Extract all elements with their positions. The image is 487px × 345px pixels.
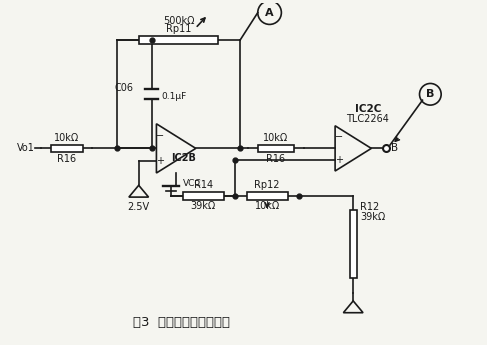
Text: −: − bbox=[335, 132, 343, 142]
Text: B: B bbox=[426, 89, 434, 99]
Text: 0.1μF: 0.1μF bbox=[161, 92, 187, 101]
Text: 39kΩ: 39kΩ bbox=[190, 200, 216, 210]
Text: 2.5V: 2.5V bbox=[128, 202, 150, 212]
Text: 500kΩ: 500kΩ bbox=[163, 17, 194, 26]
Text: B: B bbox=[391, 144, 398, 154]
Bar bbox=[183, 192, 224, 199]
Text: R16: R16 bbox=[266, 154, 285, 164]
Text: 10kΩ: 10kΩ bbox=[255, 200, 280, 210]
Text: R14: R14 bbox=[194, 180, 213, 190]
Text: A: A bbox=[265, 8, 274, 18]
Bar bbox=[258, 145, 294, 152]
Bar bbox=[246, 192, 288, 199]
Text: +: + bbox=[156, 156, 164, 166]
Text: C06: C06 bbox=[115, 83, 134, 93]
Text: Vo1: Vo1 bbox=[17, 144, 35, 154]
Text: R16: R16 bbox=[57, 154, 76, 164]
Bar bbox=[139, 36, 218, 44]
Bar bbox=[350, 210, 356, 278]
Text: IC2B: IC2B bbox=[171, 153, 196, 163]
Text: 图3  二级放大器和比较器: 图3 二级放大器和比较器 bbox=[132, 316, 229, 329]
Text: R12: R12 bbox=[360, 203, 379, 213]
Bar bbox=[51, 145, 83, 152]
Text: IC2C: IC2C bbox=[355, 104, 381, 114]
Text: Rp12: Rp12 bbox=[254, 180, 280, 190]
Text: Rp11: Rp11 bbox=[166, 24, 191, 34]
Text: TLC2264: TLC2264 bbox=[347, 114, 390, 124]
Text: +: + bbox=[335, 155, 343, 165]
Text: VCC: VCC bbox=[183, 179, 202, 188]
Text: 10kΩ: 10kΩ bbox=[54, 133, 79, 143]
Text: −: − bbox=[156, 131, 165, 141]
Text: 10kΩ: 10kΩ bbox=[263, 133, 289, 143]
Text: 39kΩ: 39kΩ bbox=[360, 212, 385, 222]
